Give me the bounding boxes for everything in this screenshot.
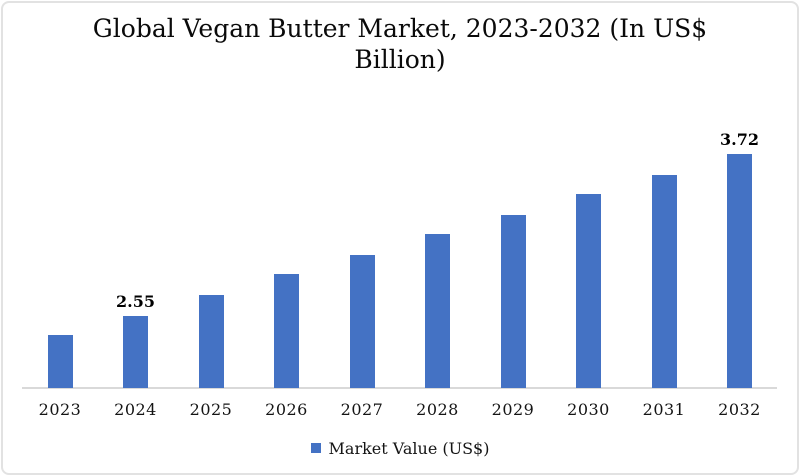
x-axis-label-2024: 2024 [114, 400, 157, 419]
legend-label: Market Value (US$) [328, 438, 490, 458]
x-axis-label-2028: 2028 [416, 400, 459, 419]
x-axis-label-2023: 2023 [38, 400, 82, 419]
bar-2025 [198, 295, 224, 388]
bar-2029 [500, 215, 526, 388]
x-axis-label-2029: 2029 [491, 400, 535, 419]
chart-title-line-1: Global Vegan Butter Market, 2023-2032 (I… [92, 14, 708, 43]
chart-title-line-2: Billion) [354, 45, 446, 74]
legend-swatch-icon [310, 443, 321, 453]
x-axis-label-2025: 2025 [189, 400, 233, 419]
data-label-2024: 2.55 [116, 292, 155, 311]
x-axis-label-2030: 2030 [567, 400, 610, 419]
x-axis-label-2027: 2027 [340, 400, 384, 419]
x-axis-label-2032: 2032 [718, 400, 761, 419]
bar-2028 [425, 234, 450, 388]
bar-2027 [349, 255, 375, 388]
chart-title: Global Vegan Butter Market, 2023-2032 (I… [0, 13, 800, 75]
x-axis-line [22, 387, 777, 389]
bar-2031 [651, 175, 677, 388]
bar-2032 [727, 154, 752, 388]
x-axis-label-2026: 2026 [265, 400, 308, 419]
x-axis-label-2031: 2031 [642, 400, 686, 419]
bar-2023 [47, 335, 73, 388]
bar-2026 [274, 274, 299, 388]
bar-2024 [123, 316, 148, 388]
bar-2030 [576, 194, 601, 388]
legend: Market Value (US$) [0, 438, 800, 458]
data-label-2032: 3.72 [720, 130, 759, 149]
